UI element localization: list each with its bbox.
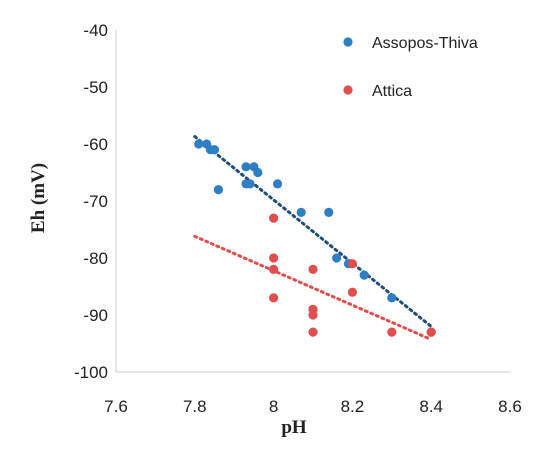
data-point (269, 253, 279, 263)
y-tick-label: -80 (83, 249, 108, 268)
x-tick-label: 8 (269, 397, 278, 416)
data-point (308, 327, 318, 337)
data-point (347, 287, 357, 297)
data-point (269, 264, 279, 274)
data-point (213, 185, 224, 195)
legend-marker (343, 37, 353, 47)
data-point (269, 213, 279, 223)
trendline-attica (193, 234, 433, 342)
x-tick-label: 8.6 (498, 397, 522, 416)
legend-label: Assopos-Thiva (372, 35, 478, 52)
data-point (308, 310, 318, 320)
data-point (426, 327, 436, 337)
y-axis-title: Eh (mV) (28, 163, 49, 233)
x-tick-label: 7.8 (183, 397, 207, 416)
data-point (308, 264, 318, 274)
axes (115, 30, 510, 373)
x-axis-title: pH (281, 417, 307, 438)
y-tick-label: -90 (83, 306, 108, 325)
data-point (324, 207, 334, 217)
data-point (387, 293, 397, 303)
data-point (253, 167, 263, 178)
data-point (245, 179, 255, 189)
data-point (194, 139, 204, 149)
x-tick-label: 8.2 (341, 397, 365, 416)
data-point (209, 145, 220, 155)
data-point (332, 253, 342, 263)
x-tick-label: 8.4 (419, 397, 443, 416)
data-points (194, 139, 436, 337)
tick-labels: 7.6 7.8 8 8.2 8.4 8.6 -40 -50 -60 -70 -80 -90 -100 (74, 21, 522, 416)
legend: Assopos-Thiva Attica (343, 35, 478, 100)
legend-marker (343, 85, 353, 95)
data-point (269, 293, 279, 303)
y-tick-label: -40 (83, 21, 108, 40)
data-point (359, 270, 369, 280)
y-tick-label: -50 (83, 78, 108, 97)
y-tick-label: -70 (83, 192, 108, 211)
data-point (272, 179, 283, 189)
x-tick-label: 7.6 (104, 397, 128, 416)
data-point (387, 327, 397, 337)
data-point (241, 162, 251, 172)
data-point (296, 207, 306, 217)
y-tick-label: -100 (74, 363, 108, 382)
data-point (347, 259, 357, 269)
legend-label: Attica (372, 83, 412, 100)
y-tick-label: -60 (83, 135, 108, 154)
